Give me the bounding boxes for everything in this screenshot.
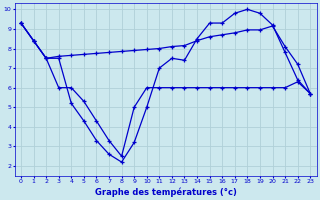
X-axis label: Graphe des températures (°c): Graphe des températures (°c)	[95, 187, 236, 197]
